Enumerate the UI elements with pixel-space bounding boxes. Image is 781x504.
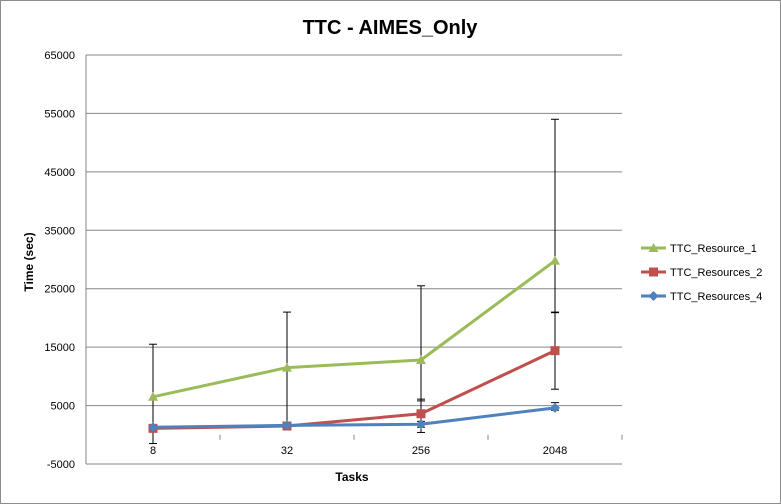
chart-title: TTC - AIMES_Only [303, 17, 479, 39]
data-point [416, 419, 426, 430]
legend-entry: TTC_Resource_1 [670, 243, 757, 255]
y-tick-label: 45000 [44, 167, 75, 179]
y-tick-label: 5000 [51, 401, 75, 413]
data-point [550, 255, 560, 265]
y-tick-label: 65000 [44, 50, 75, 62]
legend-entry: TTC_Resources_2 [670, 267, 762, 279]
y-tick-label: 15000 [44, 342, 75, 354]
y-tick-labels: -5000 5000 15000 25000 35000 45000 55000 65000 [44, 50, 75, 471]
series-line [152, 259, 556, 399]
legend-swatch-marker [649, 267, 658, 277]
data-point [148, 391, 158, 401]
x-tick-label: 32 [281, 445, 293, 457]
legend-entry: TTC_Resources_4 [670, 291, 762, 303]
gridlines [85, 54, 623, 465]
y-axis-title: Time (sec) [22, 232, 36, 291]
error-bars [149, 118, 559, 445]
y-tick-label: 55000 [44, 108, 75, 120]
series-line [152, 406, 556, 429]
y-tick-label: 25000 [44, 284, 75, 296]
data-point [416, 409, 426, 419]
x-tick-label: 256 [412, 445, 430, 457]
y-tick-label: -5000 [47, 459, 75, 471]
data-point [282, 420, 292, 431]
legend-swatch-marker [648, 291, 659, 301]
x-axis-title: Tasks [335, 470, 368, 484]
legend: TTC_Resource_1 TTC_Resources_2 TTC_Resourc… [641, 243, 762, 303]
data-point [550, 402, 560, 413]
x-tick-label: 8 [150, 445, 156, 457]
data-point [416, 354, 426, 364]
data-point [550, 346, 560, 356]
y-tick-label: 35000 [44, 225, 75, 237]
x-tick-labels: 8 32 256 2048 [150, 445, 567, 457]
data-point [282, 362, 292, 372]
legend-swatch-marker [648, 243, 659, 252]
data-point [148, 422, 158, 433]
series-lines [148, 255, 560, 433]
x-tick-label: 2048 [543, 445, 567, 457]
